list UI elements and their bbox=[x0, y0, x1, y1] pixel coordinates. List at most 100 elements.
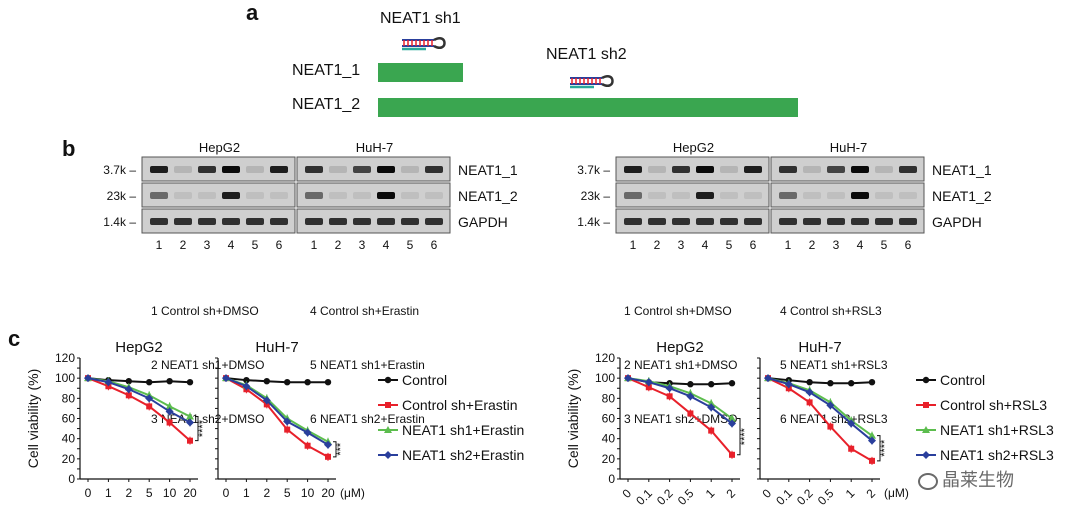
band bbox=[851, 166, 869, 173]
band bbox=[851, 192, 869, 199]
band bbox=[377, 192, 395, 199]
data-point bbox=[105, 376, 112, 384]
x-tick-label: 0.1 bbox=[633, 486, 655, 508]
lane-number: 5 bbox=[726, 238, 733, 249]
data-point bbox=[284, 379, 291, 386]
panel-label-b: b bbox=[62, 136, 76, 161]
band bbox=[246, 218, 264, 225]
cell-line-label: HuH-7 bbox=[830, 140, 868, 155]
data-point bbox=[922, 376, 930, 384]
data-point bbox=[125, 377, 132, 385]
lane-number: 6 bbox=[750, 238, 757, 249]
y-tick-label: 100 bbox=[55, 371, 75, 385]
data-point bbox=[869, 457, 875, 464]
lane-number: 3 bbox=[833, 238, 840, 249]
x-tick-label: 20 bbox=[183, 486, 197, 500]
band bbox=[222, 192, 240, 199]
marker-label: 23k – bbox=[107, 189, 137, 203]
data-point bbox=[124, 383, 133, 391]
data-point bbox=[922, 451, 930, 459]
band bbox=[803, 192, 821, 199]
lane-number: 4 bbox=[857, 238, 864, 249]
blot-legend-left-rsl3: 1 Control sh+DMSO 2 NEAT1 sh1+DMSO 3 NEA… bbox=[624, 266, 737, 446]
legend-item: 3 NEAT1 sh2+DMSO bbox=[151, 412, 265, 426]
y-tick-label: 0 bbox=[68, 472, 75, 486]
band bbox=[425, 166, 443, 173]
watermark-text: 晶莱生物 bbox=[942, 470, 1014, 491]
band bbox=[174, 192, 192, 199]
band bbox=[353, 166, 371, 173]
band bbox=[875, 192, 893, 199]
band bbox=[720, 166, 738, 173]
band bbox=[246, 192, 264, 199]
x-tick-label: 1 bbox=[843, 486, 858, 501]
band bbox=[875, 218, 893, 225]
data-point bbox=[263, 377, 270, 385]
chart-legend: Control Control sh+RSL3 NEAT1 sh1+RSL3 NEAT… bbox=[916, 372, 1054, 463]
lane-number: 3 bbox=[678, 238, 685, 249]
band bbox=[899, 192, 917, 199]
panel-label-a: a bbox=[246, 0, 259, 25]
legend-label: Control sh+RSL3 bbox=[940, 397, 1047, 413]
data-point bbox=[105, 383, 112, 390]
band bbox=[875, 166, 893, 173]
band bbox=[696, 166, 714, 173]
data-point bbox=[325, 453, 331, 460]
lane-number: 1 bbox=[156, 238, 163, 249]
band bbox=[329, 166, 347, 173]
x-unit-label: (μM) bbox=[884, 486, 909, 500]
band-label: GAPDH bbox=[458, 214, 508, 230]
band bbox=[353, 192, 371, 199]
x-tick-label: 2 bbox=[723, 486, 738, 501]
band bbox=[744, 218, 762, 225]
y-tick-label: 20 bbox=[62, 452, 76, 466]
data-point bbox=[104, 377, 113, 385]
x-tick-label: 5 bbox=[146, 486, 153, 500]
legend-label: NEAT1 sh2+RSL3 bbox=[940, 447, 1054, 463]
band bbox=[779, 218, 797, 225]
band-label: NEAT1_1 bbox=[932, 162, 992, 178]
band bbox=[827, 166, 845, 173]
data-point bbox=[848, 445, 855, 452]
band bbox=[696, 192, 714, 199]
data-point bbox=[283, 414, 292, 422]
lane-number: 3 bbox=[204, 238, 211, 249]
legend-item: 3 NEAT1 sh2+DMSO bbox=[624, 412, 738, 426]
band bbox=[425, 218, 443, 225]
data-point bbox=[84, 374, 92, 383]
legend-item: 2 NEAT1 sh1+DMSO bbox=[624, 358, 738, 372]
marker-label: 3.7k – bbox=[103, 163, 136, 177]
y-tick-label: 120 bbox=[55, 351, 75, 365]
x-tick-label: 0.5 bbox=[815, 486, 837, 508]
band bbox=[827, 192, 845, 199]
band bbox=[648, 166, 666, 173]
band bbox=[851, 218, 869, 225]
band bbox=[329, 192, 347, 199]
shrna-hairpin-1-icon bbox=[402, 37, 446, 51]
data-point bbox=[124, 385, 133, 394]
band-label: NEAT1_2 bbox=[458, 188, 518, 204]
x-tick-label: 20 bbox=[321, 486, 335, 500]
band bbox=[624, 166, 642, 173]
band bbox=[899, 166, 917, 173]
data-point bbox=[729, 451, 735, 458]
band bbox=[150, 218, 168, 225]
lane-number: 1 bbox=[785, 238, 792, 249]
band bbox=[270, 218, 288, 225]
band bbox=[744, 192, 762, 199]
y-tick-label: 80 bbox=[602, 391, 616, 405]
band bbox=[198, 192, 216, 199]
band bbox=[648, 218, 666, 225]
y-tick-label: 100 bbox=[595, 371, 615, 385]
x-tick-label: 0 bbox=[223, 486, 230, 500]
band bbox=[377, 218, 395, 225]
sh1-label: NEAT1 sh1 bbox=[380, 10, 461, 27]
x-tick-label: 10 bbox=[163, 486, 177, 500]
data-point bbox=[765, 375, 771, 382]
x-tick-label: 2 bbox=[863, 486, 878, 501]
marker-label: 3.7k – bbox=[577, 163, 610, 177]
band bbox=[401, 218, 419, 225]
data-point bbox=[104, 378, 113, 387]
panel-label-c: c bbox=[8, 326, 21, 351]
x-tick-label: 0.2 bbox=[794, 486, 816, 508]
